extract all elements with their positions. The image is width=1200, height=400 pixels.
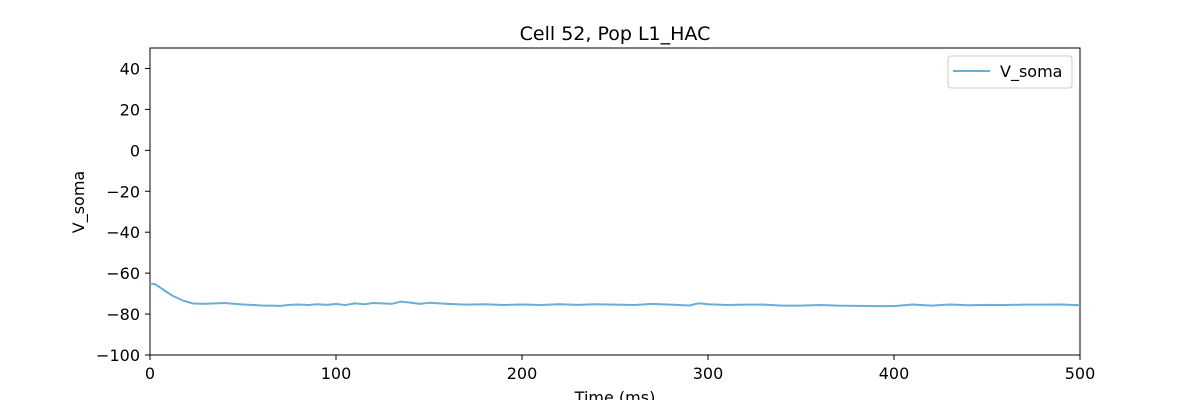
y-tick-label: 0 — [130, 141, 140, 160]
y-axis-label: V_soma — [69, 171, 89, 233]
y-tick-label: 20 — [120, 100, 140, 119]
legend-label: V_soma — [1000, 62, 1062, 82]
x-tick-label: 100 — [321, 364, 352, 383]
y-axis-ticks: −100 −80 −60 −40 −20 0 20 40 — [96, 59, 150, 365]
y-tick-label: −20 — [106, 182, 140, 201]
series-layer — [149, 282, 1081, 308]
legend: V_soma — [947, 55, 1073, 89]
plot-area-frame — [149, 47, 1081, 356]
legend-frame — [947, 55, 1073, 89]
x-axis-ticks: 0 100 200 300 400 500 — [145, 355, 1095, 383]
series-line-0 — [149, 282, 1081, 308]
x-axis-label: Time (ms) — [574, 388, 656, 400]
x-tick-label: 300 — [693, 364, 724, 383]
x-tick-label: 200 — [507, 364, 538, 383]
y-tick-label: 40 — [120, 59, 140, 78]
x-tick-label: 400 — [879, 364, 910, 383]
x-tick-label: 500 — [1065, 364, 1096, 383]
y-tick-label: −80 — [106, 305, 140, 324]
y-tick-label: −40 — [106, 223, 140, 242]
x-tick-label: 0 — [145, 364, 155, 383]
y-tick-label: −60 — [106, 264, 140, 283]
y-tick-label: −100 — [96, 346, 140, 365]
chart-title: Cell 52, Pop L1_HAC — [520, 23, 711, 45]
